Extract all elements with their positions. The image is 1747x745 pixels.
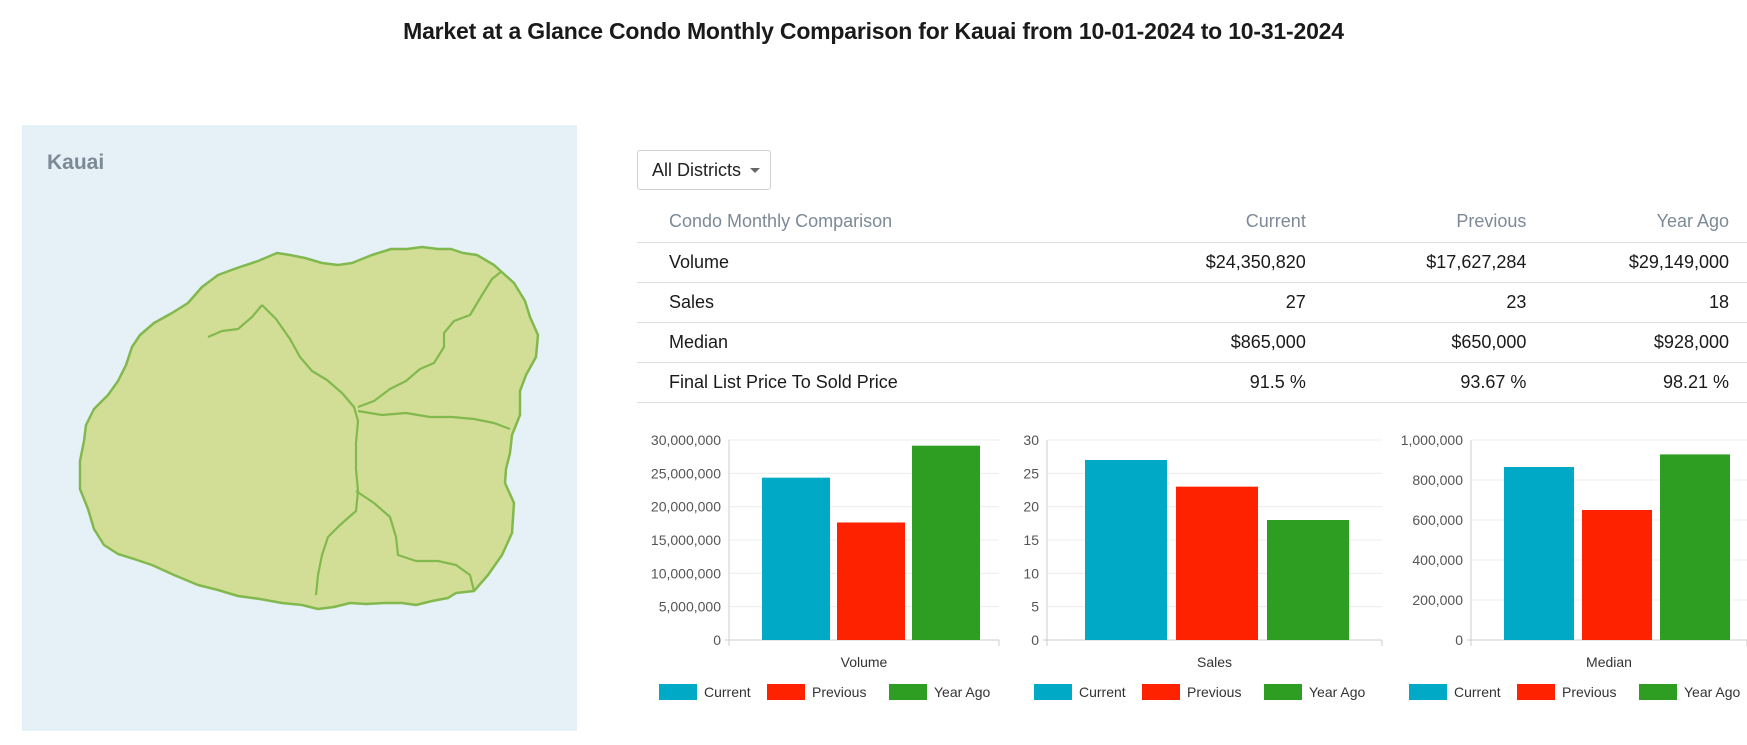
y-tick-label: 0: [1031, 632, 1039, 648]
legend-swatch[interactable]: [1639, 684, 1677, 700]
x-category-label: Median: [1586, 654, 1632, 670]
y-tick-label: 15,000,000: [651, 532, 721, 548]
y-tick-label: 30,000,000: [651, 432, 721, 448]
cell-current: 27: [1124, 282, 1306, 323]
table-row: Sales 27 23 18: [637, 282, 1747, 323]
x-category-label: Volume: [841, 654, 888, 670]
district-boundary-south: [355, 490, 476, 592]
legend-label[interactable]: Year Ago: [1684, 684, 1741, 700]
map-panel: Kauai: [22, 125, 577, 731]
bar-current[interactable]: [1085, 460, 1167, 640]
column-header-current: Current: [1124, 202, 1306, 243]
cell-previous: 93.67 %: [1305, 362, 1527, 403]
kauai-island-outline[interactable]: [78, 245, 540, 611]
bar-current[interactable]: [762, 477, 830, 640]
cell-current: 91.5 %: [1124, 362, 1306, 403]
bar-year-ago[interactable]: [912, 445, 980, 640]
district-boundary-north: [207, 270, 503, 409]
legend-label[interactable]: Previous: [1562, 684, 1616, 700]
legend-label[interactable]: Previous: [812, 684, 866, 700]
legend-swatch[interactable]: [1264, 684, 1302, 700]
legend-swatch[interactable]: [1409, 684, 1447, 700]
y-tick-label: 30: [1023, 432, 1039, 448]
cell-year-ago: $928,000: [1526, 322, 1747, 363]
y-tick-label: 1,000,000: [1401, 432, 1463, 448]
y-tick-label: 0: [1455, 632, 1463, 648]
row-label: Median: [637, 322, 1125, 363]
legend-label[interactable]: Previous: [1187, 684, 1241, 700]
legend-swatch[interactable]: [1517, 684, 1555, 700]
district-select[interactable]: All Districts: [637, 150, 771, 190]
legend-label[interactable]: Current: [704, 684, 751, 700]
kauai-map: [78, 245, 540, 611]
bar-year-ago[interactable]: [1660, 454, 1730, 640]
cell-previous: $17,627,284: [1305, 242, 1527, 283]
map-region-label: Kauai: [47, 151, 105, 174]
table-row: Median $865,000 $650,000 $928,000: [637, 322, 1747, 363]
bar-current[interactable]: [1504, 467, 1574, 640]
legend-swatch[interactable]: [889, 684, 927, 700]
caret-down-icon: [750, 168, 760, 173]
median-chart: 0 200,000 400,000 600,000 800,000 1,000,000 Me…: [1387, 425, 1747, 720]
bar-previous[interactable]: [837, 522, 905, 640]
cell-year-ago: 18: [1526, 282, 1747, 323]
y-tick-label: 25,000,000: [651, 465, 721, 481]
legend-swatch[interactable]: [1034, 684, 1072, 700]
column-header-metric: Condo Monthly Comparison: [637, 202, 1125, 243]
district-select-value: All Districts: [652, 159, 741, 180]
y-tick-label: 600,000: [1412, 512, 1463, 528]
chart-svg: 0 200,000 400,000 600,000 800,000 1,000,000 Me…: [1401, 432, 1747, 700]
y-tick-label: 15: [1023, 532, 1039, 548]
district-boundary-west: [261, 304, 360, 596]
page-title: Market at a Glance Condo Monthly Compari…: [403, 18, 1344, 44]
cell-year-ago: $29,149,000: [1526, 242, 1747, 283]
row-label: Volume: [637, 242, 1125, 283]
y-tick-label: 400,000: [1412, 552, 1463, 568]
cell-current: $24,350,820: [1124, 242, 1306, 283]
y-tick-label: 25: [1023, 465, 1039, 481]
cell-previous: $650,000: [1305, 322, 1527, 363]
volume-chart: 0 5,000,000 10,000,000 15,000,000 20,000,000…: [637, 425, 1009, 720]
row-label: Final List Price To Sold Price: [637, 362, 1125, 403]
y-tick-label: 0: [713, 632, 721, 648]
y-tick-label: 10: [1023, 565, 1039, 581]
chart-svg: 0 5,000,000 10,000,000 15,000,000 20,000,000…: [651, 432, 1000, 700]
legend-label[interactable]: Year Ago: [934, 684, 991, 700]
sales-chart: 0 5 10 15 20 25 30 Sales Current Previous Year Ago: [1012, 425, 1384, 720]
chart-svg: 0 5 10 15 20 25 30 Sales Current Previous Year Ago: [1023, 432, 1383, 700]
comparison-table: Condo Monthly Comparison Current Previou…: [637, 202, 1747, 403]
y-tick-label: 5,000,000: [659, 599, 721, 615]
y-tick-label: 800,000: [1412, 472, 1463, 488]
legend-swatch[interactable]: [767, 684, 805, 700]
legend-label[interactable]: Current: [1454, 684, 1501, 700]
y-tick-label: 10,000,000: [651, 565, 721, 581]
bar-previous[interactable]: [1582, 510, 1652, 640]
x-category-label: Sales: [1197, 654, 1232, 670]
column-header-year-ago: Year Ago: [1526, 202, 1747, 243]
bar-previous[interactable]: [1176, 486, 1258, 640]
y-tick-label: 20,000,000: [651, 499, 721, 515]
table-header-row: Condo Monthly Comparison Current Previou…: [637, 202, 1747, 243]
y-tick-label: 200,000: [1412, 592, 1463, 608]
legend-label[interactable]: Year Ago: [1309, 684, 1366, 700]
legend-label[interactable]: Current: [1079, 684, 1126, 700]
bar-year-ago[interactable]: [1267, 520, 1349, 640]
table-row: Final List Price To Sold Price 91.5 % 93…: [637, 362, 1747, 403]
column-header-previous: Previous: [1305, 202, 1527, 243]
district-boundary-east: [357, 409, 511, 431]
table-row: Volume $24,350,820 $17,627,284 $29,149,0…: [637, 242, 1747, 283]
legend-swatch[interactable]: [1142, 684, 1180, 700]
cell-previous: 23: [1305, 282, 1527, 323]
cell-year-ago: 98.21 %: [1526, 362, 1747, 403]
row-label: Sales: [637, 282, 1125, 323]
y-tick-label: 5: [1031, 599, 1039, 615]
legend-swatch[interactable]: [659, 684, 697, 700]
cell-current: $865,000: [1124, 322, 1306, 363]
y-tick-label: 20: [1023, 499, 1039, 515]
